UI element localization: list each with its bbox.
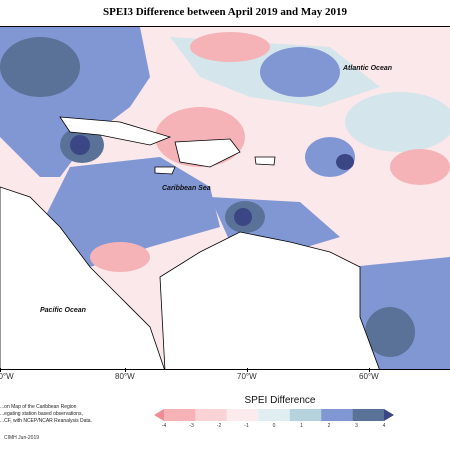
cuba-island <box>59 116 172 146</box>
caribbean-sea-label: Caribbean Sea <box>162 185 211 192</box>
colorbar-tick-label: -2 <box>216 423 222 429</box>
lon-label-70w: 70°W <box>237 372 257 381</box>
wet-core-gulf <box>0 37 80 97</box>
lon-tick-80w <box>125 368 126 372</box>
colorbar-tick-label: -1 <box>244 423 249 429</box>
colorbar-tick-label: -4 <box>161 423 167 429</box>
dry-region-north <box>190 32 270 62</box>
south-america-landmass <box>159 231 380 369</box>
colorbar-tick-label: 3 <box>355 423 358 429</box>
colorbar-tick-label: 2 <box>327 423 331 429</box>
colorbar-tick-label: 0 <box>272 423 276 429</box>
map-note: ...on Map of the Caribbean Region ...ega… <box>0 404 130 425</box>
central-america-landmass <box>0 186 165 369</box>
note-line: ...egating station based observations, <box>0 411 83 417</box>
note-line: ...on Map of the Caribbean Region <box>0 404 77 410</box>
lon-label-90w: 90°W <box>0 372 14 381</box>
wet-core-guianas <box>365 307 415 357</box>
map-title: SPEI3 Difference between April 2019 and … <box>103 6 347 18</box>
colorbar-segment <box>352 409 384 421</box>
wet-region-atlantic-center <box>260 47 340 97</box>
lon-tick-60w <box>369 368 370 372</box>
lon-label-60w: 60°W <box>359 372 379 381</box>
wet-extreme-yucatan <box>70 135 90 155</box>
dry-region-east <box>390 149 450 185</box>
credit-label: CIMH Jun-2019 <box>4 435 40 441</box>
colorbar-segment <box>164 409 196 421</box>
colorbar-segment <box>154 409 164 421</box>
colorbar-tick-label: 4 <box>382 423 386 429</box>
atlantic-ocean-label: Atlantic Ocean <box>343 65 393 72</box>
colorbar-tick-label: 1 <box>300 423 303 429</box>
colorbar-segment <box>384 409 394 421</box>
wet-weak-atlantic-east <box>345 92 450 152</box>
map-canvas <box>0 27 450 369</box>
lon-label-80w: 80°W <box>115 372 135 381</box>
colorbar-segment <box>195 409 227 421</box>
spei-map: Atlantic Ocean Caribbean Sea Pacific Oce… <box>0 26 450 370</box>
lon-tick-70w <box>247 368 248 372</box>
wet-region-central <box>40 157 220 267</box>
jamaica-island <box>154 166 176 175</box>
note-line: ...CF, with NCEP/NCAR Reanalysis Data. <box>0 418 92 424</box>
colorbar <box>154 409 394 421</box>
dry-region-nicaragua <box>90 242 150 272</box>
wet-extreme-antilles <box>336 154 354 170</box>
colorbar-tick-label: -3 <box>189 423 194 429</box>
hispaniola-island <box>174 138 241 168</box>
colorbar-segment <box>321 409 353 421</box>
pacific-ocean-label: Pacific Ocean <box>40 307 86 314</box>
colorbar-segment <box>289 409 322 421</box>
puerto-rico-island <box>254 156 276 166</box>
wet-extreme-maracaibo <box>234 208 252 226</box>
colorbar-segment <box>226 409 259 421</box>
lon-tick-90w <box>0 368 1 372</box>
colorbar-segment <box>258 409 290 421</box>
legend-title: SPEI Difference <box>244 395 316 406</box>
land-masses <box>0 116 380 369</box>
